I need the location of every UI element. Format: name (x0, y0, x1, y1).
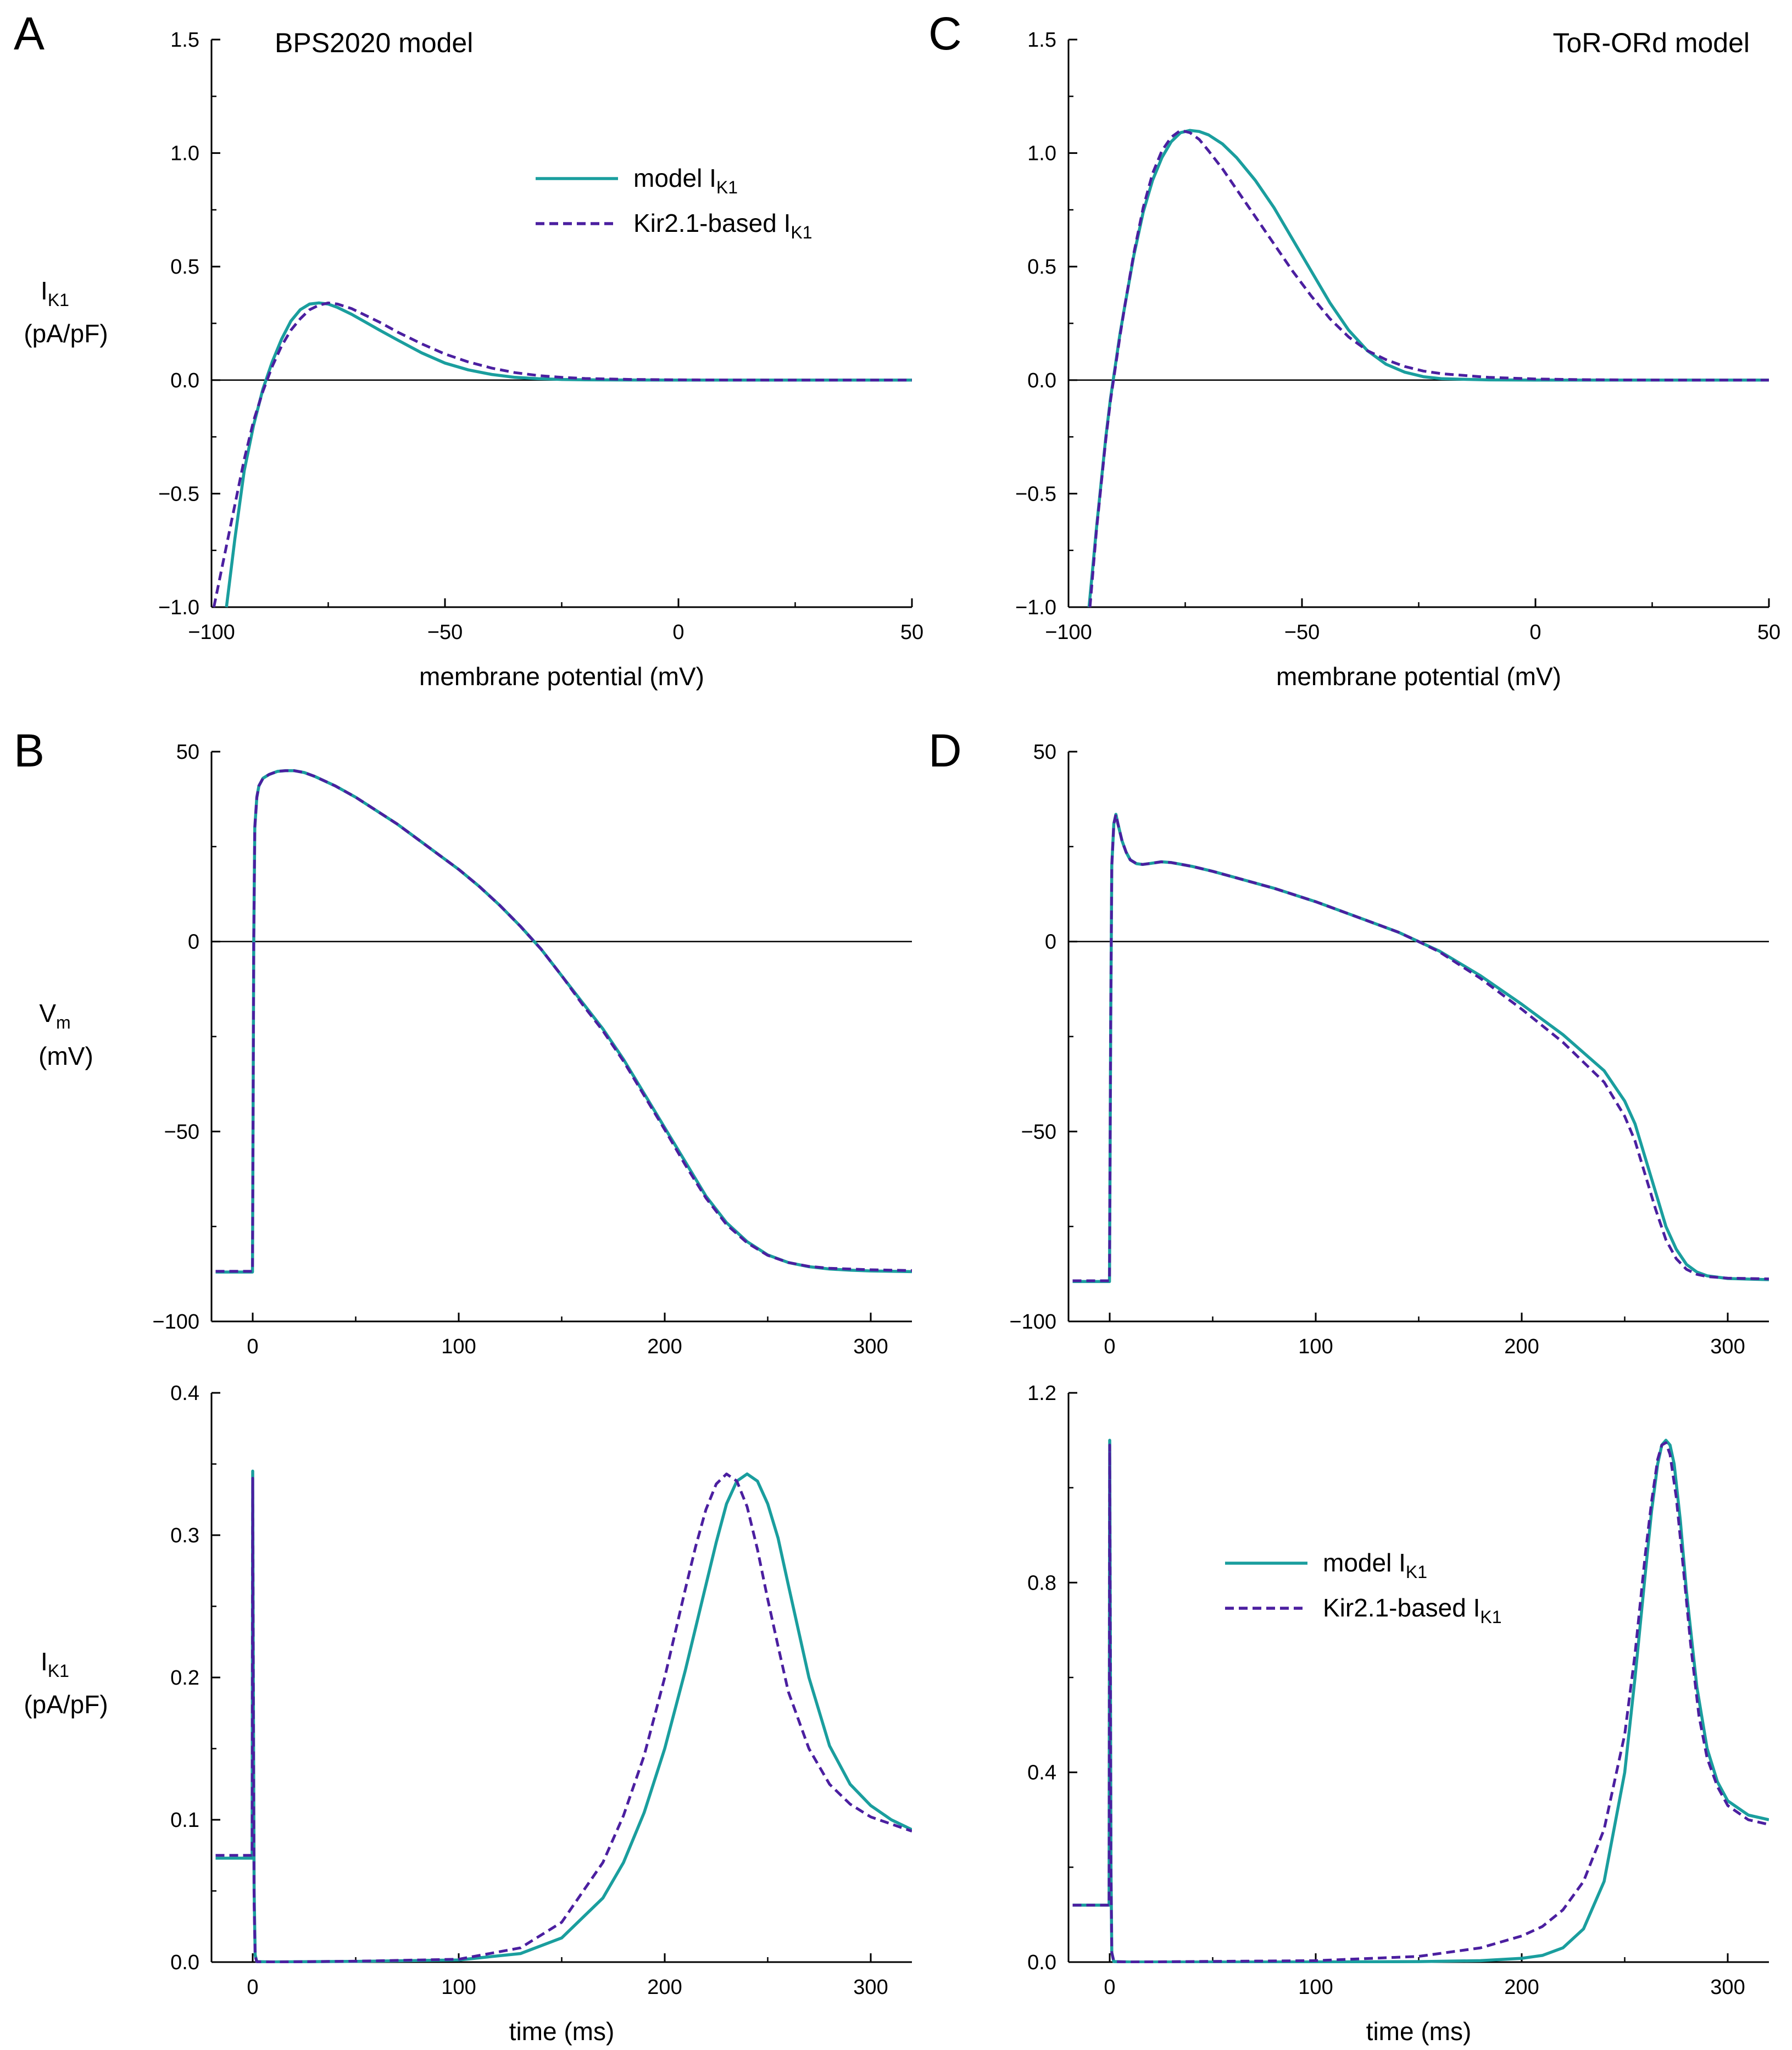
y-tick-label: −0.5 (1015, 482, 1056, 505)
x-tick-label: 0 (247, 1335, 258, 1358)
chart-title: BPS2020 model (275, 27, 473, 58)
series-model-line (1087, 129, 1769, 608)
legend-kir21-label: Kir2.1-based IK1 (633, 209, 812, 242)
series-kir21-line (215, 1473, 912, 1963)
chart-b-top: 0 100 200 300 −100 −50 0 50 Vm (mV) B (14, 725, 912, 1358)
chart-d-bottom: 0 100 200 300 0.0 0.4 0.8 1.2 time (ms) model IK1… (1027, 1382, 1769, 2046)
x-tick-label: −50 (427, 621, 463, 644)
y-tick-label: 0.1 (170, 1809, 199, 1832)
y-axis-label: IK1 (41, 276, 69, 310)
x-tick-label: 100 (441, 1335, 476, 1358)
y-axis-unit: (pA/pF) (24, 319, 108, 348)
y-tick-label: 1.0 (1027, 142, 1056, 165)
y-tick-label: 50 (176, 741, 199, 764)
legend-model-label: model IK1 (633, 164, 738, 197)
series-model-line (1072, 813, 1769, 1284)
chart-d-top: 0 100 200 300 −100 −50 0 50 D (928, 725, 1769, 1358)
panel-letter-c: C (928, 8, 962, 59)
y-axis-label: Vm (39, 999, 70, 1032)
y-tick-label: −100 (1009, 1310, 1056, 1334)
y-tick-label: −100 (152, 1310, 199, 1334)
series-kir21-line (215, 769, 912, 1273)
x-tick-label: 300 (853, 1335, 888, 1358)
x-axis-label: membrane potential (mV) (1276, 662, 1561, 691)
series-kir21-line (1088, 129, 1769, 608)
series-kir21-line (212, 301, 912, 608)
y-tick-label: −50 (164, 1120, 199, 1143)
chart-c: −100 −50 0 50 −1.0 −0.5 0.0 0.5 1.0 1.5 membrane p… (928, 8, 1780, 691)
y-tick-label: 0.0 (1027, 1951, 1056, 1974)
series-model-line (215, 1469, 912, 1963)
y-tick-label: 50 (1033, 741, 1056, 764)
panel-letter-a: A (14, 8, 44, 59)
y-axis-unit: (pA/pF) (24, 1690, 108, 1719)
x-tick-label: 100 (1298, 1335, 1333, 1358)
y-tick-label: 0.0 (170, 1951, 199, 1974)
y-tick-label: 0.4 (1027, 1762, 1056, 1785)
x-tick-label: 50 (1757, 621, 1780, 644)
x-tick-label: −100 (188, 621, 235, 644)
x-tick-label: 300 (853, 1976, 888, 1999)
x-axis-label: membrane potential (mV) (419, 662, 704, 691)
x-tick-label: −100 (1045, 621, 1092, 644)
x-tick-label: 0 (1104, 1976, 1115, 1999)
y-tick-label: 0.8 (1027, 1571, 1056, 1595)
x-tick-label: −50 (1284, 621, 1320, 644)
legend: model IK1 Kir2.1-based IK1 (536, 164, 812, 242)
y-tick-label: 0 (188, 931, 199, 954)
y-tick-label: 0.5 (170, 255, 199, 279)
x-tick-label: 100 (441, 1976, 476, 1999)
x-tick-label: 300 (1710, 1976, 1745, 1999)
series-kir21-line (1072, 813, 1769, 1282)
x-tick-label: 50 (900, 621, 923, 644)
legend-model-label: model IK1 (1323, 1548, 1427, 1582)
y-axis-label: IK1 (41, 1647, 69, 1681)
legend-kir21-label: Kir2.1-based IK1 (1323, 1593, 1502, 1627)
x-tick-label: 300 (1710, 1335, 1745, 1358)
y-tick-label: −1.0 (158, 596, 199, 619)
x-tick-label: 0 (1104, 1335, 1115, 1358)
x-tick-label: 0 (247, 1976, 258, 1999)
panel-letter-d: D (928, 725, 962, 776)
y-tick-label: 0.4 (170, 1382, 199, 1405)
chart-title: ToR-ORd model (1553, 27, 1750, 58)
y-tick-label: 0 (1045, 931, 1056, 954)
x-tick-label: 0 (1529, 621, 1541, 644)
legend: model IK1 Kir2.1-based IK1 (1225, 1548, 1502, 1627)
x-tick-label: 200 (1504, 1335, 1539, 1358)
y-tick-label: 0.0 (170, 369, 199, 392)
y-tick-label: 1.5 (1027, 29, 1056, 52)
chart-a: −100 −50 0 50 −1.0 −0.5 0.0 0.5 1.0 1.5 membrane p… (14, 8, 923, 691)
y-tick-label: −1.0 (1015, 596, 1056, 619)
y-tick-label: −0.5 (158, 482, 199, 505)
y-tick-label: 0.0 (1027, 369, 1056, 392)
panel-letter-b: B (14, 725, 44, 776)
series-model-line (225, 301, 912, 608)
series-kir21-line (1072, 1441, 1769, 1963)
y-tick-label: 0.3 (170, 1524, 199, 1547)
series-model-line (1072, 1438, 1769, 1963)
x-tick-label: 0 (672, 621, 684, 644)
y-tick-label: 0.5 (1027, 255, 1056, 279)
chart-b-bottom: 0 100 200 300 0.0 0.1 0.2 0.3 0.4 time (ms) IK1 (pA… (24, 1382, 912, 2046)
y-tick-label: 1.0 (170, 142, 199, 165)
x-tick-label: 200 (1504, 1976, 1539, 1999)
x-axis-label: time (ms) (1366, 2017, 1472, 2046)
y-tick-label: 1.2 (1027, 1382, 1056, 1405)
x-axis-label: time (ms) (509, 2017, 615, 2046)
y-axis-unit: (mV) (38, 1042, 93, 1070)
y-tick-label: 1.5 (170, 29, 199, 52)
x-tick-label: 200 (647, 1976, 682, 1999)
x-tick-label: 200 (647, 1335, 682, 1358)
y-tick-label: 0.2 (170, 1666, 199, 1690)
y-tick-label: −50 (1021, 1120, 1056, 1143)
x-tick-label: 100 (1298, 1976, 1333, 1999)
series-model-line (215, 769, 912, 1274)
